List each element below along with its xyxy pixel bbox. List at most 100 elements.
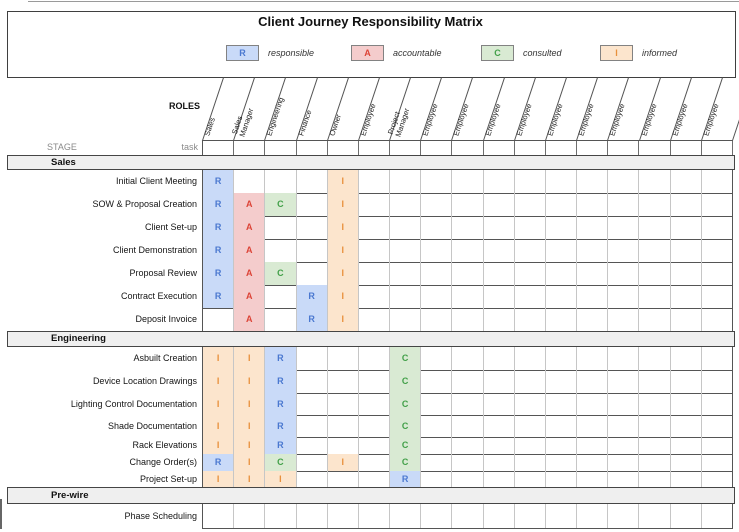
matrix-cell[interactable]	[671, 471, 702, 487]
matrix-cell[interactable]	[297, 437, 328, 454]
matrix-cell-I[interactable]: I	[203, 415, 235, 437]
matrix-cell[interactable]	[702, 308, 733, 331]
matrix-cell[interactable]	[328, 393, 359, 415]
matrix-cell[interactable]	[577, 504, 609, 528]
matrix-cell[interactable]	[328, 504, 359, 528]
matrix-cell[interactable]	[702, 239, 733, 262]
matrix-cell-R[interactable]: R	[203, 454, 235, 471]
matrix-cell[interactable]	[515, 393, 546, 415]
stage-header-cell[interactable]	[421, 141, 453, 156]
matrix-cell-I[interactable]: I	[203, 347, 235, 370]
matrix-cell[interactable]	[390, 239, 422, 262]
stage-header-cell[interactable]	[639, 141, 671, 156]
matrix-cell[interactable]	[390, 216, 422, 239]
stage-header-cell[interactable]	[608, 141, 640, 156]
matrix-cell[interactable]	[484, 216, 515, 239]
matrix-cell[interactable]	[359, 285, 391, 308]
matrix-cell[interactable]	[577, 193, 609, 216]
matrix-cell[interactable]	[702, 170, 733, 193]
matrix-cell[interactable]	[234, 504, 266, 528]
matrix-cell[interactable]	[359, 393, 391, 415]
matrix-cell[interactable]	[577, 262, 609, 285]
matrix-cell[interactable]	[702, 504, 733, 528]
matrix-cell[interactable]	[297, 262, 328, 285]
matrix-cell[interactable]	[452, 239, 484, 262]
stage-header-cell[interactable]	[358, 141, 391, 156]
matrix-cell[interactable]	[421, 454, 453, 471]
matrix-cell[interactable]	[452, 193, 484, 216]
matrix-cell[interactable]	[546, 393, 578, 415]
matrix-cell[interactable]	[702, 393, 733, 415]
matrix-cell[interactable]	[546, 239, 578, 262]
matrix-cell[interactable]	[639, 262, 671, 285]
matrix-cell-R[interactable]: R	[265, 347, 297, 370]
matrix-cell[interactable]	[484, 437, 515, 454]
matrix-cell[interactable]	[359, 262, 391, 285]
stage-header-cell[interactable]	[670, 141, 702, 156]
matrix-cell[interactable]	[671, 415, 702, 437]
matrix-cell[interactable]	[515, 262, 546, 285]
matrix-cell[interactable]	[639, 471, 671, 487]
matrix-cell[interactable]	[577, 170, 609, 193]
matrix-cell[interactable]	[484, 262, 515, 285]
matrix-cell[interactable]	[546, 415, 578, 437]
matrix-cell-A[interactable]: A	[234, 308, 266, 331]
matrix-cell[interactable]	[515, 239, 546, 262]
matrix-cell-I[interactable]: I	[234, 370, 266, 393]
matrix-cell[interactable]	[608, 504, 640, 528]
matrix-cell-I[interactable]: I	[234, 437, 266, 454]
matrix-cell-I[interactable]: I	[203, 370, 235, 393]
matrix-cell-R[interactable]: R	[265, 437, 297, 454]
matrix-cell[interactable]	[484, 415, 515, 437]
matrix-cell[interactable]	[328, 370, 359, 393]
matrix-cell[interactable]	[421, 347, 453, 370]
matrix-cell[interactable]	[639, 370, 671, 393]
matrix-cell[interactable]	[608, 216, 640, 239]
matrix-cell[interactable]	[234, 170, 266, 193]
matrix-cell[interactable]	[608, 437, 640, 454]
matrix-cell[interactable]	[421, 370, 453, 393]
matrix-cell[interactable]	[702, 193, 733, 216]
matrix-cell[interactable]	[515, 504, 546, 528]
matrix-cell[interactable]	[515, 308, 546, 331]
matrix-cell[interactable]	[421, 471, 453, 487]
matrix-cell[interactable]	[546, 454, 578, 471]
matrix-cell[interactable]	[515, 347, 546, 370]
matrix-cell[interactable]	[608, 285, 640, 308]
matrix-cell[interactable]	[671, 170, 702, 193]
matrix-cell-I[interactable]: I	[327, 239, 359, 262]
matrix-cell[interactable]	[297, 370, 328, 393]
stage-header-cell[interactable]	[327, 141, 359, 156]
matrix-cell[interactable]	[328, 437, 359, 454]
matrix-cell[interactable]	[515, 370, 546, 393]
matrix-cell[interactable]	[671, 193, 702, 216]
matrix-cell[interactable]	[359, 370, 391, 393]
matrix-cell[interactable]	[608, 193, 640, 216]
matrix-cell[interactable]	[484, 308, 515, 331]
matrix-cell[interactable]	[671, 393, 702, 415]
matrix-cell[interactable]	[608, 393, 640, 415]
matrix-cell[interactable]	[702, 285, 733, 308]
matrix-cell-C[interactable]: C	[390, 393, 422, 415]
stage-header-cell[interactable]	[514, 141, 546, 156]
matrix-cell-A[interactable]: A	[234, 216, 266, 239]
matrix-cell[interactable]	[359, 193, 391, 216]
matrix-cell-I[interactable]: I	[203, 437, 235, 454]
matrix-cell[interactable]	[484, 170, 515, 193]
matrix-cell-R[interactable]: R	[203, 262, 235, 285]
matrix-cell[interactable]	[452, 170, 484, 193]
stage-header-cell[interactable]	[452, 141, 484, 156]
matrix-cell[interactable]	[421, 239, 453, 262]
stage-header-cell[interactable]	[701, 141, 733, 156]
matrix-cell[interactable]	[608, 239, 640, 262]
matrix-cell[interactable]	[452, 393, 484, 415]
matrix-cell[interactable]	[359, 415, 391, 437]
matrix-cell[interactable]	[671, 347, 702, 370]
matrix-cell[interactable]	[390, 285, 422, 308]
matrix-cell[interactable]	[297, 170, 328, 193]
matrix-cell-C[interactable]: C	[265, 193, 297, 216]
matrix-cell[interactable]	[577, 437, 609, 454]
matrix-cell[interactable]	[484, 370, 515, 393]
matrix-cell[interactable]	[265, 239, 297, 262]
matrix-cell-R[interactable]: R	[296, 308, 328, 331]
